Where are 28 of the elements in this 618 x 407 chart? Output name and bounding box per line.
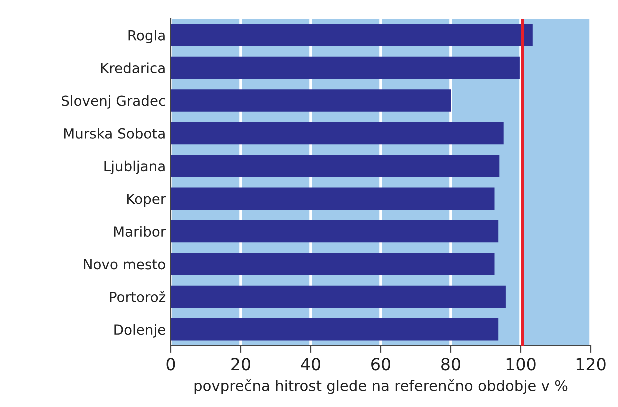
x-axis-title: povprečna hitrost glede na referenčno obdobje v % <box>194 379 568 394</box>
bar <box>171 286 506 308</box>
y-tick-label: Koper <box>128 194 166 208</box>
y-tick-label: Ljubljana <box>104 160 165 174</box>
y-tick-label: Maribor <box>114 226 166 238</box>
bar <box>171 318 499 341</box>
bar <box>171 188 495 210</box>
bar <box>171 155 500 178</box>
y-tick-label: Slovenj Gradec <box>62 95 166 109</box>
x-tick-label: 20 <box>232 358 250 371</box>
y-tick-label: Kredarica <box>101 62 165 74</box>
y-tick-label: Novo mesto <box>84 259 166 270</box>
y-tick-label: Rogla <box>128 30 165 44</box>
x-tick-label: 40 <box>301 358 320 371</box>
bar <box>171 56 520 80</box>
y-tick-label: Murska Sobota <box>64 128 165 139</box>
y-tick-label: Dolenje <box>114 324 166 338</box>
x-tick-label: 100 <box>506 358 536 371</box>
y-tick-label: Portorož <box>110 291 166 302</box>
bar <box>171 253 495 276</box>
x-tick-label: 120 <box>576 358 606 371</box>
bar <box>171 24 533 46</box>
bar <box>171 220 499 243</box>
bar <box>171 90 451 112</box>
x-tick-label: 60 <box>372 358 390 371</box>
bar <box>171 122 504 145</box>
x-tick-label: 80 <box>442 358 460 371</box>
x-tick-label: 0 <box>166 358 176 371</box>
